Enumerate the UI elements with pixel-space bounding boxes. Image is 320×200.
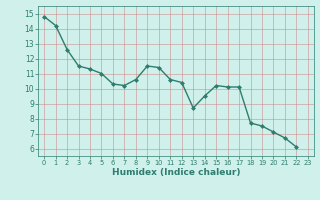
X-axis label: Humidex (Indice chaleur): Humidex (Indice chaleur) [112,168,240,177]
